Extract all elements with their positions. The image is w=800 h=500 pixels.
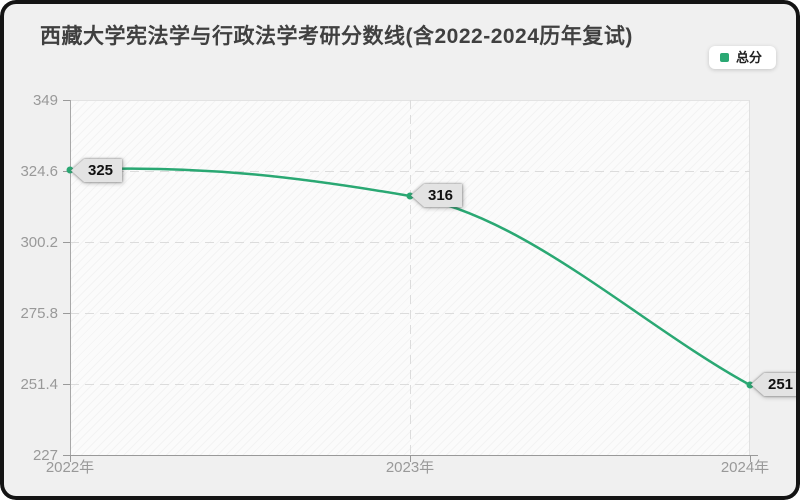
data-point-2023 [406,192,414,200]
point-label-balloon-2024: 251 [751,373,800,396]
x-tick [70,455,71,462]
series-line-total-score [66,166,754,389]
x-axis [64,455,758,456]
data-point-2022 [66,166,74,174]
x-tick [750,455,751,462]
point-label-2023: 316 [411,184,463,207]
y-tick-label: 227 [32,447,58,464]
y-tick-label: 275.8 [20,305,58,322]
legend-item-total-score[interactable]: 总分 [719,50,762,65]
y-tick [63,242,70,243]
y-tick-label: 349 [32,92,58,109]
x-tick-label-2024: 2024年 [720,459,770,476]
y-tick [63,100,70,101]
line-path [68,167,752,387]
x-tick [410,455,411,462]
x-tick-label-2023: 2023年 [385,459,435,476]
legend: 总分 [708,46,776,69]
point-label-2022: 325 [71,159,123,182]
y-tick-label: 251.4 [20,376,58,393]
y-tick [63,313,70,314]
point-label-balloon-2023: 316 [411,184,463,207]
legend-square-icon [719,53,729,62]
data-point-2024 [746,381,754,389]
y-tick-label: 324.6 [20,163,58,180]
gridline-2023 [410,100,411,455]
legend-label: 总分 [735,50,762,65]
y-tick [63,171,70,172]
point-label-2024: 251 [751,373,800,396]
x-tick-label-2022: 2022年 [45,459,95,476]
point-label-balloon-2022: 325 [71,159,123,182]
y-tick-label: 300.2 [20,234,58,251]
chart-title: 西藏大学宪法学与行政法学考研分数线(含2022-2024历年复试) [40,25,633,48]
y-axis [70,100,71,455]
y-tick [63,384,70,385]
y-tick [63,455,70,456]
